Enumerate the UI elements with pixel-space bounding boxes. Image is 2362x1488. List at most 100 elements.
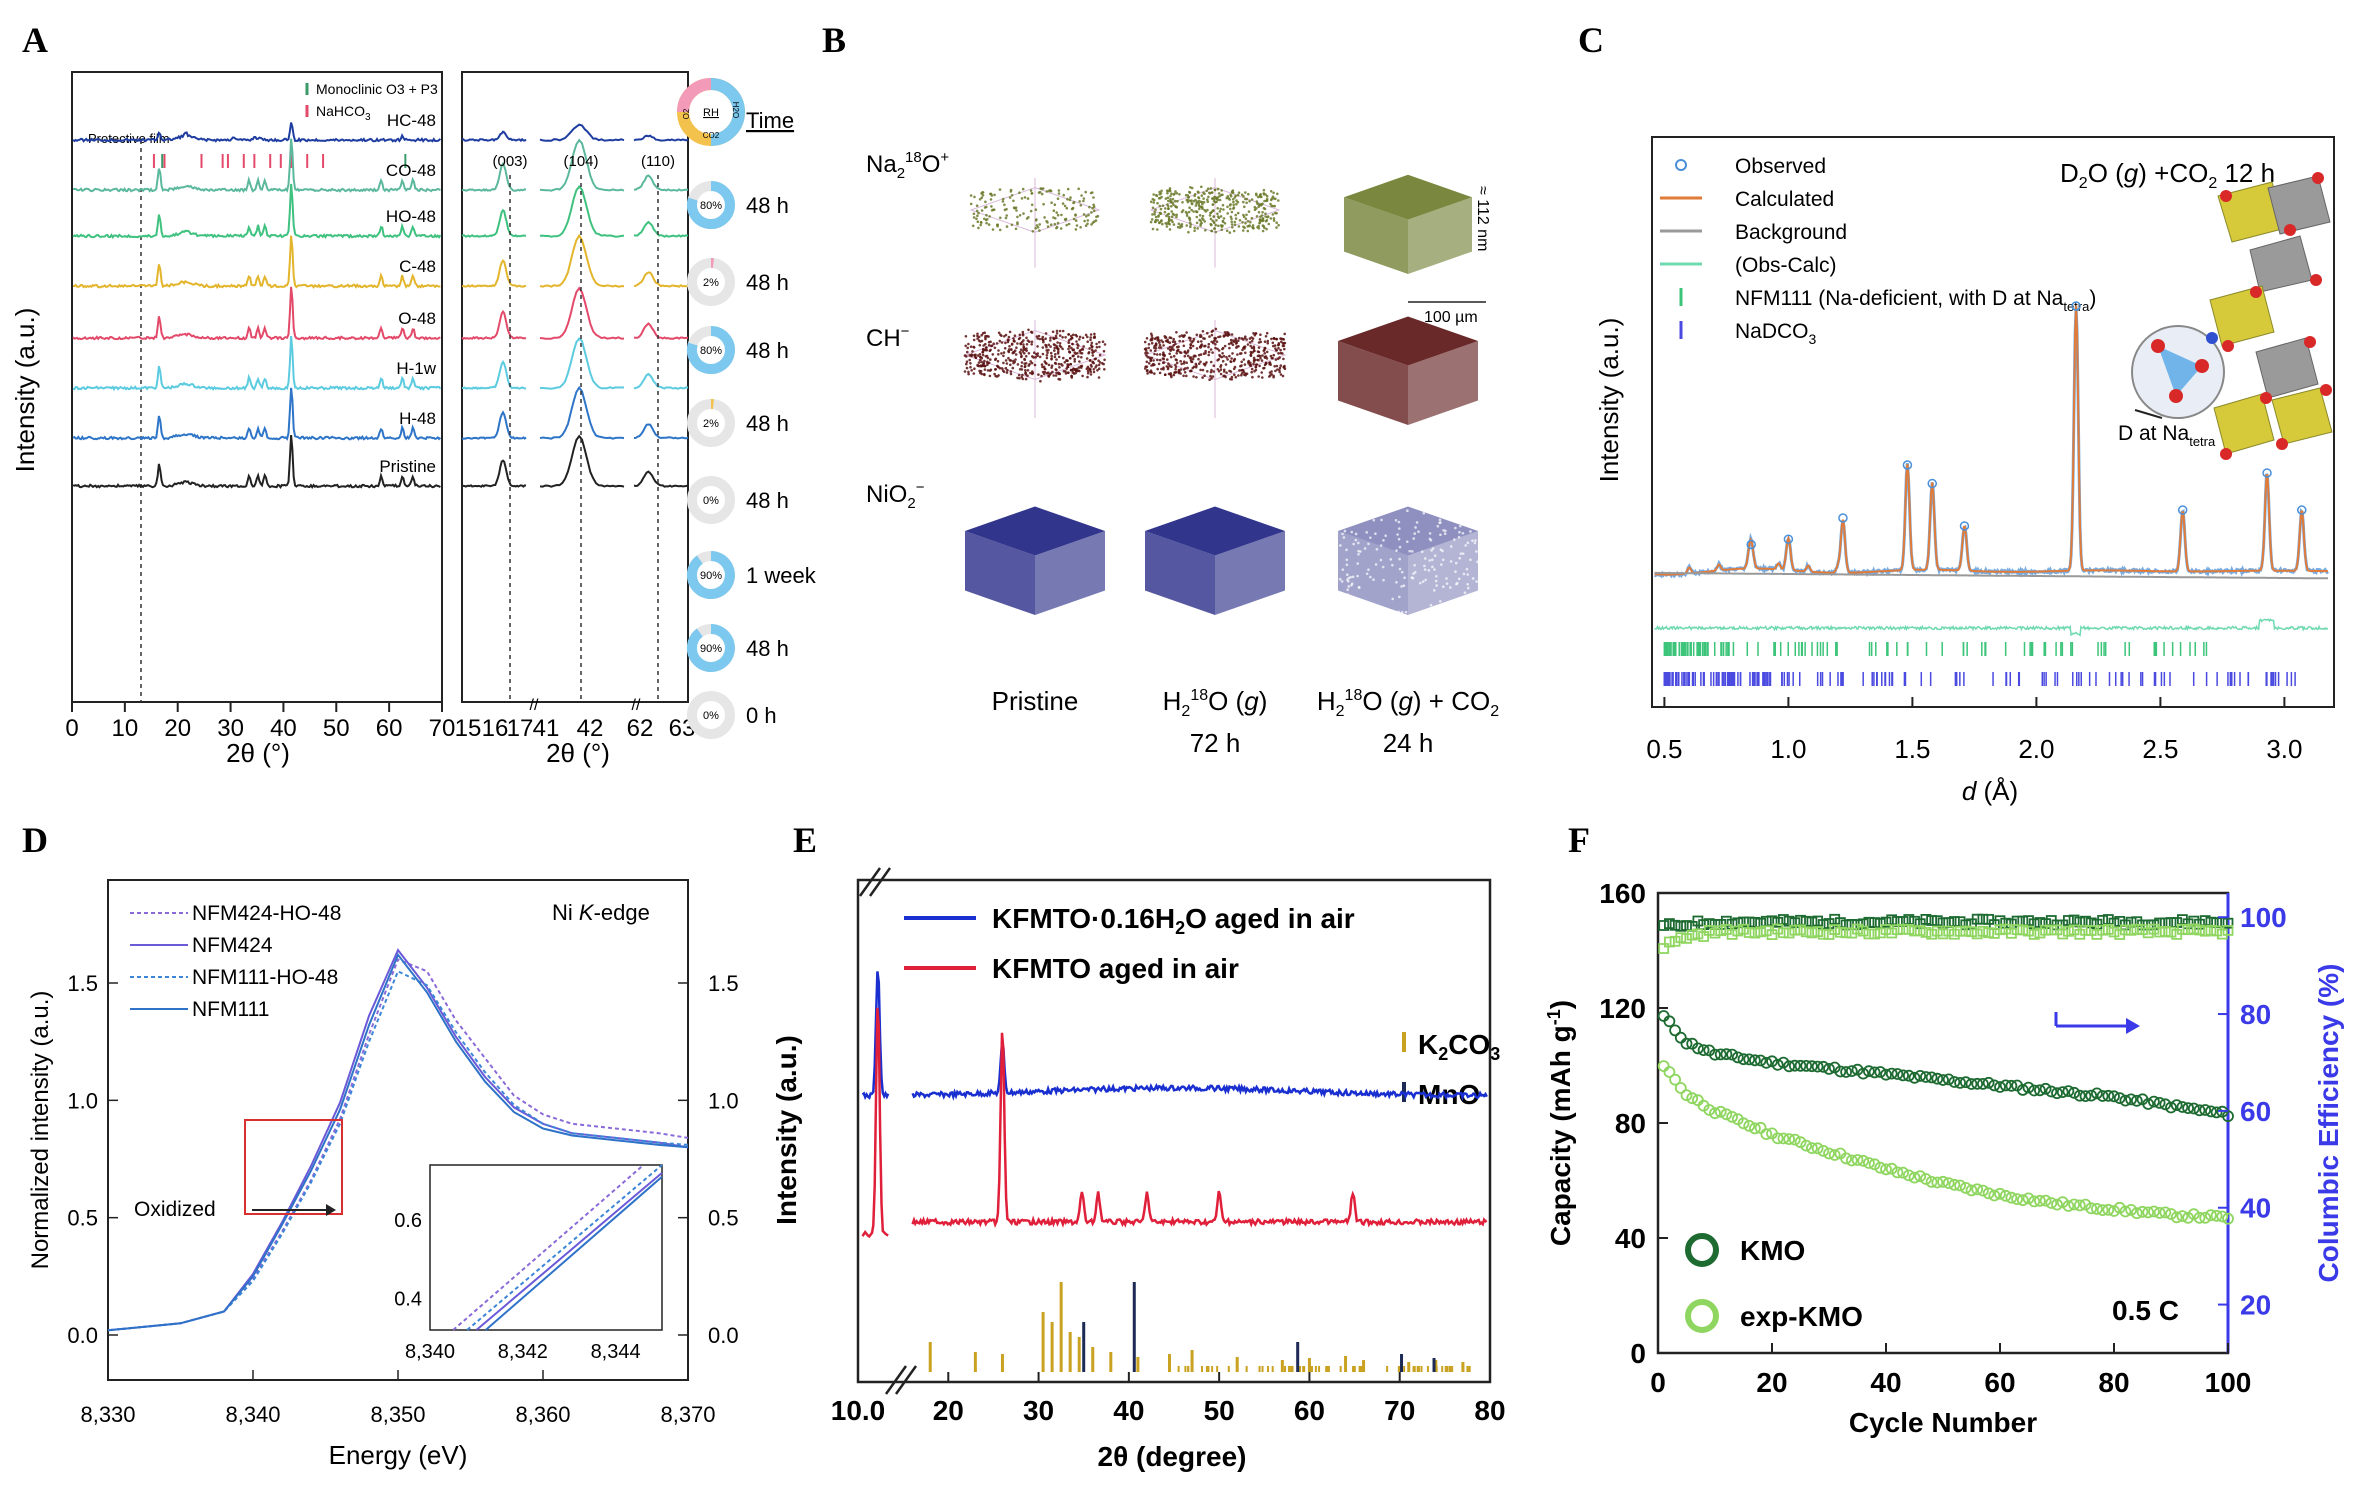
f-point-2-50 — [1937, 917, 1949, 929]
cube-dot-1-1-340 — [1206, 370, 1209, 373]
cube-dot-0-1-259 — [1174, 190, 1177, 193]
cube-dot-1-0-430 — [996, 359, 1000, 363]
cube-dot-1-1-247 — [1166, 340, 1170, 344]
cube-dot-1-0-483 — [1058, 329, 1062, 333]
cube-dot-1-0-360 — [1070, 374, 1073, 378]
f-point-0-72 — [2062, 1085, 2075, 1097]
f-point-3-78 — [2097, 924, 2109, 936]
cube-gap-179 — [1338, 577, 1342, 581]
f-point-1-37 — [1863, 1157, 1875, 1169]
f-point-1-23 — [1783, 1133, 1795, 1145]
f-point-1-52 — [1948, 1178, 1961, 1191]
cube-dot-0-0-63 — [988, 215, 991, 218]
cube-dot-0-0-89 — [981, 191, 984, 194]
cube-dot-1-1-489 — [1277, 352, 1280, 355]
f-point-3-27 — [1806, 927, 1818, 939]
f-point-3-65 — [2023, 925, 2034, 937]
row-label-na18o: Na218O+ — [866, 149, 949, 182]
cube-dot-0-1-105 — [1151, 227, 1155, 231]
cube-dot-0-1-314 — [1180, 223, 1184, 226]
cube-dot-1-1-438 — [1211, 375, 1215, 378]
cube-dot-1-0-477 — [1058, 378, 1062, 381]
cube-dot-0-1-232 — [1225, 229, 1229, 232]
cube-dot-1-0-158 — [993, 372, 996, 376]
cube-dot-0-1-222 — [1221, 193, 1224, 197]
cube-dot-1-0-503 — [1052, 337, 1056, 341]
f-point-2-7 — [1692, 915, 1704, 927]
cube-dot-0-1-334 — [1255, 200, 1259, 203]
cube-dot-0-1-47 — [1214, 223, 1217, 227]
cube-gap-77 — [1458, 530, 1461, 534]
cube-dot-1-1-509 — [1263, 355, 1267, 359]
cube-dot-0-1-230 — [1176, 199, 1179, 203]
f-point-3-94 — [2188, 923, 2200, 935]
cube-gap-194 — [1458, 556, 1462, 560]
f-point-0-77 — [2090, 1087, 2103, 1100]
f-point-0-38 — [1868, 1066, 1881, 1079]
cube-dot-1-1-210 — [1217, 370, 1221, 373]
cube-dot-0-1-168 — [1220, 228, 1223, 231]
legend-exp-kmo-marker — [1685, 1299, 1719, 1333]
f-point-1-51 — [1942, 1177, 1955, 1189]
cube-gap-14 — [1384, 534, 1387, 538]
cube-dot-1-0-290 — [1096, 369, 1099, 372]
cube-dot-1-1-203 — [1234, 375, 1238, 379]
cube-dot-0-1-68 — [1270, 204, 1273, 208]
cube-dot-1-0-88 — [1103, 358, 1106, 362]
cube-dot-1-1-319 — [1229, 342, 1233, 345]
cube-dot-1-0-20 — [1040, 374, 1043, 378]
cube-dot-1-0-54 — [1049, 339, 1052, 342]
cube-dot-0-1-322 — [1216, 196, 1219, 199]
cube-dot-1-1-391 — [1153, 346, 1156, 350]
observed-peak-8 — [2262, 468, 2272, 478]
cube-dot-0-0-102 — [977, 226, 980, 230]
time-value-2: 48 h — [746, 338, 789, 363]
cube-dot-0-1-133 — [1178, 193, 1181, 196]
cube-gap-161 — [1413, 570, 1417, 574]
cube-dot-1-0-452 — [1045, 356, 1049, 360]
cube-dot-0-1-303 — [1170, 205, 1173, 208]
cube-dot-1-1-274 — [1159, 346, 1163, 349]
cube-dot-0-1-373 — [1152, 193, 1155, 196]
cube-dot-1-1-151 — [1175, 361, 1179, 365]
cube-dot-0-1-178 — [1257, 224, 1260, 228]
cube-dot-1-0-47 — [992, 342, 995, 346]
cube-dot-1-1-339 — [1167, 362, 1170, 366]
cube-dot-1-0-472 — [1077, 344, 1080, 347]
cube-dot-1-0-349 — [1000, 352, 1003, 355]
cube-dot-1-1-501 — [1256, 354, 1260, 358]
cube-dot-1-0-417 — [976, 337, 979, 340]
cube-dot-1-0-504 — [1072, 354, 1075, 358]
f-point-2-22 — [1778, 914, 1789, 925]
cube-dot-1-0-409 — [1004, 333, 1008, 337]
cube-dot-0-1-217 — [1228, 203, 1232, 207]
cube-dot-1-0-514 — [1005, 362, 1009, 365]
cube-dot-0-0-3 — [1031, 230, 1035, 233]
f-point-2-9 — [1703, 918, 1715, 929]
cube-dot-1-1-105 — [1236, 353, 1239, 356]
cube-dot-1-0-366 — [1053, 349, 1056, 352]
cube-dot-1-0-485 — [994, 358, 997, 362]
f-point-3-57 — [1977, 925, 1989, 937]
cube-dot-1-0-414 — [1053, 355, 1057, 359]
cube-dot-1-1-477 — [1251, 375, 1254, 379]
cube-top-2-2 — [1338, 506, 1478, 556]
cube-dot-1-0-486 — [1054, 368, 1058, 371]
cube-gap-71 — [1369, 536, 1372, 539]
cube-dot-1-1-293 — [1214, 346, 1217, 350]
f-point-3-68 — [2040, 924, 2051, 936]
cube-dot-1-1-416 — [1149, 349, 1153, 352]
trace-h-1w — [72, 336, 442, 392]
cube-dot-0-0-140 — [990, 209, 994, 212]
crystal-tetra — [2158, 346, 2202, 396]
cube-dot-0-1-69 — [1215, 200, 1218, 204]
f-point-0-48 — [1925, 1071, 1938, 1084]
f-xtick-label-4: 80 — [2098, 1367, 2129, 1398]
cube-dot-1-1-216 — [1230, 333, 1234, 336]
cube-dot-1-1-445 — [1217, 349, 1221, 352]
cube-gap-84 — [1439, 533, 1442, 537]
cube-dot-1-1-346 — [1153, 372, 1156, 375]
cube-dot-1-1-168 — [1219, 372, 1223, 376]
cube-dot-1-1-311 — [1259, 356, 1262, 360]
cube-dot-0-0-113 — [983, 206, 987, 209]
